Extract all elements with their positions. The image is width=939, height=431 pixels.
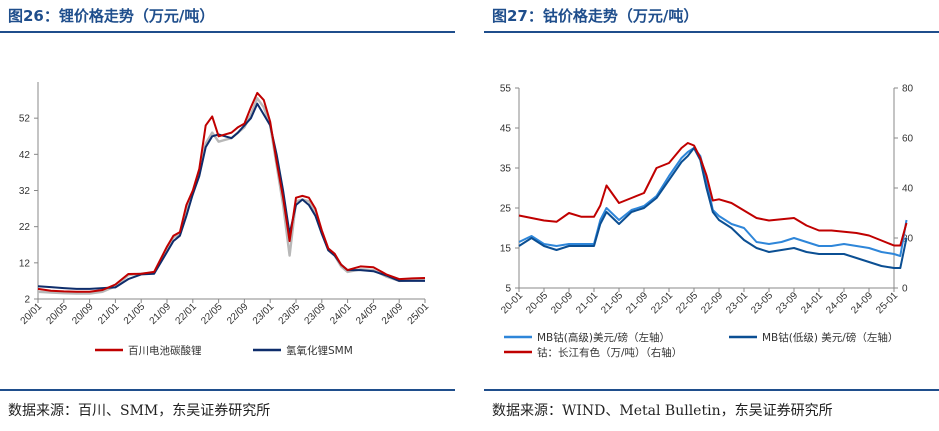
- legend-label: 百川电池碳酸锂: [128, 344, 202, 357]
- y-tick-label: 35: [500, 164, 512, 175]
- legend-label: MB钴(高级)美元/磅（左轴）: [537, 331, 670, 344]
- x-tick-label: 21/05: [122, 301, 148, 327]
- lithium-price-figure: 图26：锂价格走势（万元/吨） 2 12 22 32 42 52 20/01 20/05 20/…: [0, 0, 455, 431]
- y-right-tick-label: 0: [902, 284, 908, 295]
- x-tick-label: 21/09: [148, 301, 174, 327]
- x-tick-label: 22-01: [649, 290, 675, 316]
- x-tick-label: 22-09: [699, 290, 725, 316]
- x-tick-label: 23/01: [251, 301, 277, 327]
- x-tick-label: 24-09: [849, 290, 875, 316]
- y-tick-label: 15: [500, 244, 512, 255]
- x-tick-label: 22/05: [199, 301, 225, 327]
- legend-label: 氢氧化锂SMM: [286, 344, 353, 357]
- series-line-1: [37, 91, 426, 293]
- x-tick-label: 23/05: [277, 301, 303, 327]
- y-tick-label: 22: [19, 222, 31, 233]
- y-tick-label: 42: [19, 150, 31, 161]
- series-line-2: [518, 147, 908, 269]
- y-tick-label: 32: [19, 186, 31, 197]
- x-tick-label: 25-01: [874, 290, 900, 316]
- series-line-3: [37, 97, 426, 295]
- x-tick-label: 22-05: [674, 290, 700, 316]
- x-tick-label: 24-05: [824, 290, 850, 316]
- x-tick-label: 22/01: [173, 301, 199, 327]
- lithium-price-chart: 2 12 22 32 42 52 20/01 20/05 20/09 21/01 21/05 21/0…: [19, 82, 432, 357]
- y-right-tick-label: 60: [902, 134, 914, 145]
- x-tick-label: 20-01: [499, 290, 525, 316]
- cobalt-price-figure: 图27：钴价格走势（万元/吨） 5 15 25 35 45 55 0 20 40 60 80 20-0…: [484, 0, 939, 431]
- x-tick-label: 24/01: [328, 301, 354, 327]
- y-tick-label: 25: [500, 204, 512, 215]
- x-tick-label: 24-01: [799, 290, 825, 316]
- cobalt-price-chart: 5 15 25 35 45 55 0 20 40 60 80 20-01 20-05 20-09 21-01…: [499, 84, 914, 360]
- series-line-3: [518, 142, 908, 247]
- x-tick-label: 20/01: [19, 301, 45, 327]
- y-tick-label: 45: [500, 124, 512, 135]
- y-tick-label: 52: [19, 114, 31, 125]
- x-tick-label: 20/05: [44, 301, 70, 327]
- x-tick-label: 23-01: [724, 290, 750, 316]
- x-tick-label: 21-01: [574, 290, 600, 316]
- legend-label: MB钴(低级) 美元/磅（左轴）: [762, 331, 898, 344]
- source-note: 数据来源：WIND、Metal Bulletin，东吴证券研究所: [492, 403, 833, 419]
- y-tick-label: 12: [19, 258, 31, 269]
- x-tick-label: 21-05: [599, 290, 625, 316]
- x-tick-label: 20-09: [549, 290, 575, 316]
- x-tick-label: 20-05: [524, 290, 550, 316]
- x-tick-label: 24/05: [354, 301, 380, 327]
- y-tick-label: 55: [500, 84, 512, 95]
- y-right-tick-label: 80: [902, 84, 914, 95]
- legend-label: 钴：长江有色（万/吨）（右轴）: [537, 346, 682, 359]
- y-tick-label: 5: [505, 284, 511, 295]
- series-line-1: [518, 147, 908, 257]
- x-tick-label: 23-09: [774, 290, 800, 316]
- y-right-tick-label: 40: [902, 184, 914, 195]
- title-rule: [484, 31, 939, 33]
- x-tick-label: 21/01: [96, 301, 122, 327]
- figure-title: 图27：钴价格走势（万元/吨）: [492, 7, 699, 25]
- x-tick-label: 23/09: [302, 301, 328, 327]
- x-tick-label: 20/09: [70, 301, 96, 327]
- x-tick-label: 25/01: [406, 301, 432, 327]
- x-tick-label: 24/09: [380, 301, 406, 327]
- y-tick-label: 2: [24, 295, 30, 306]
- source-note: 数据来源：百川、SMM，东吴证券研究所: [8, 403, 271, 419]
- x-tick-label: 21-09: [624, 290, 650, 316]
- x-tick-label: 23-05: [749, 290, 775, 316]
- x-tick-label: 22/09: [225, 301, 251, 327]
- source-rule: [484, 389, 939, 391]
- figure-title: 图26：锂价格走势（万元/吨）: [8, 7, 215, 25]
- y-right-tick-label: 20: [902, 234, 914, 245]
- source-rule: [0, 389, 455, 391]
- title-rule: [0, 31, 455, 33]
